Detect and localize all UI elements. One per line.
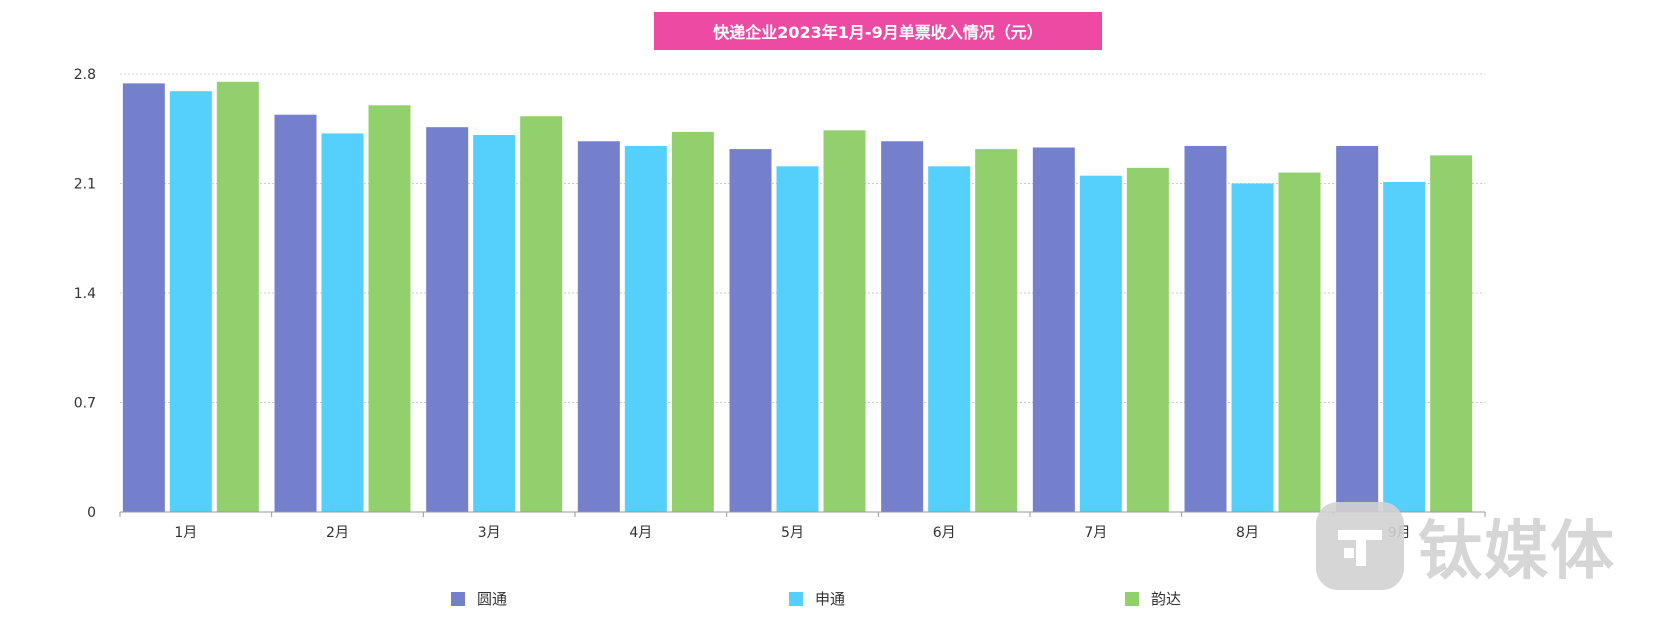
bar-申通-7月 xyxy=(1079,175,1122,512)
bar-圆通-5月 xyxy=(729,149,772,513)
x-tick-label: 8月 xyxy=(1236,525,1259,541)
watermark-text: 钛媒体 xyxy=(1418,515,1616,589)
legend-item-韵达[interactable]: 韵达 xyxy=(1125,588,1181,609)
bar-圆通-8月 xyxy=(1184,145,1227,512)
bar-韵达-5月 xyxy=(823,130,866,513)
tmt-logo-icon xyxy=(1316,502,1404,590)
bar-韵达-9月 xyxy=(1430,155,1473,513)
x-tick-label: 2月 xyxy=(326,525,349,541)
x-tick-label: 7月 xyxy=(1084,525,1107,541)
legend-item-圆通[interactable]: 圆通 xyxy=(451,588,507,609)
legend-label: 韵达 xyxy=(1151,590,1182,608)
bar-申通-2月 xyxy=(321,133,364,512)
bar-圆通-3月 xyxy=(426,127,469,512)
axes: 00.71.42.12.81月2月3月4月5月6月7月8月9月 xyxy=(74,67,1486,541)
bar-圆通-2月 xyxy=(274,114,317,513)
bar-申通-8月 xyxy=(1231,183,1274,512)
x-tick-label: 1月 xyxy=(174,525,197,541)
bar-圆通-6月 xyxy=(881,141,924,512)
bar-圆通-9月 xyxy=(1336,145,1379,512)
x-tick-label: 6月 xyxy=(933,525,956,541)
bar-申通-9月 xyxy=(1383,181,1426,512)
bar-申通-4月 xyxy=(624,145,667,512)
y-tick-label: 2.8 xyxy=(74,67,96,83)
y-tick-label: 0.7 xyxy=(74,396,96,412)
legend-swatch xyxy=(1125,591,1139,606)
legend-label: 圆通 xyxy=(477,590,508,608)
bar-韵达-3月 xyxy=(520,116,563,512)
legend-swatch xyxy=(451,591,465,606)
y-tick-label: 0 xyxy=(87,505,96,521)
bar-韵达-2月 xyxy=(368,105,411,513)
chart-title: 快递企业2023年1月-9月单票收入情况（元） xyxy=(654,12,1102,50)
bars xyxy=(122,81,1473,513)
bar-申通-1月 xyxy=(169,91,212,512)
legend-swatch xyxy=(789,591,803,606)
bar-韵达-6月 xyxy=(975,149,1018,513)
legend-item-申通[interactable]: 申通 xyxy=(789,588,845,609)
bar-韵达-8月 xyxy=(1278,172,1321,513)
bar-韵达-4月 xyxy=(671,131,714,512)
bar-申通-6月 xyxy=(928,166,971,513)
bar-圆通-4月 xyxy=(577,141,620,512)
y-tick-label: 1.4 xyxy=(74,286,96,302)
bar-申通-3月 xyxy=(473,135,516,512)
y-tick-label: 2.1 xyxy=(74,177,96,193)
bar-圆通-7月 xyxy=(1032,147,1075,512)
bar-韵达-1月 xyxy=(216,81,259,513)
watermark: 钛媒体 xyxy=(1316,500,1656,592)
bar-韵达-7月 xyxy=(1126,167,1169,512)
legend: 圆通 申通 韵达 xyxy=(0,588,1666,612)
bar-申通-5月 xyxy=(776,166,819,513)
x-tick-label: 4月 xyxy=(629,525,652,541)
bar-圆通-1月 xyxy=(122,83,165,512)
x-tick-label: 3月 xyxy=(478,525,501,541)
x-tick-label: 5月 xyxy=(781,525,804,541)
legend-label: 申通 xyxy=(815,590,846,608)
